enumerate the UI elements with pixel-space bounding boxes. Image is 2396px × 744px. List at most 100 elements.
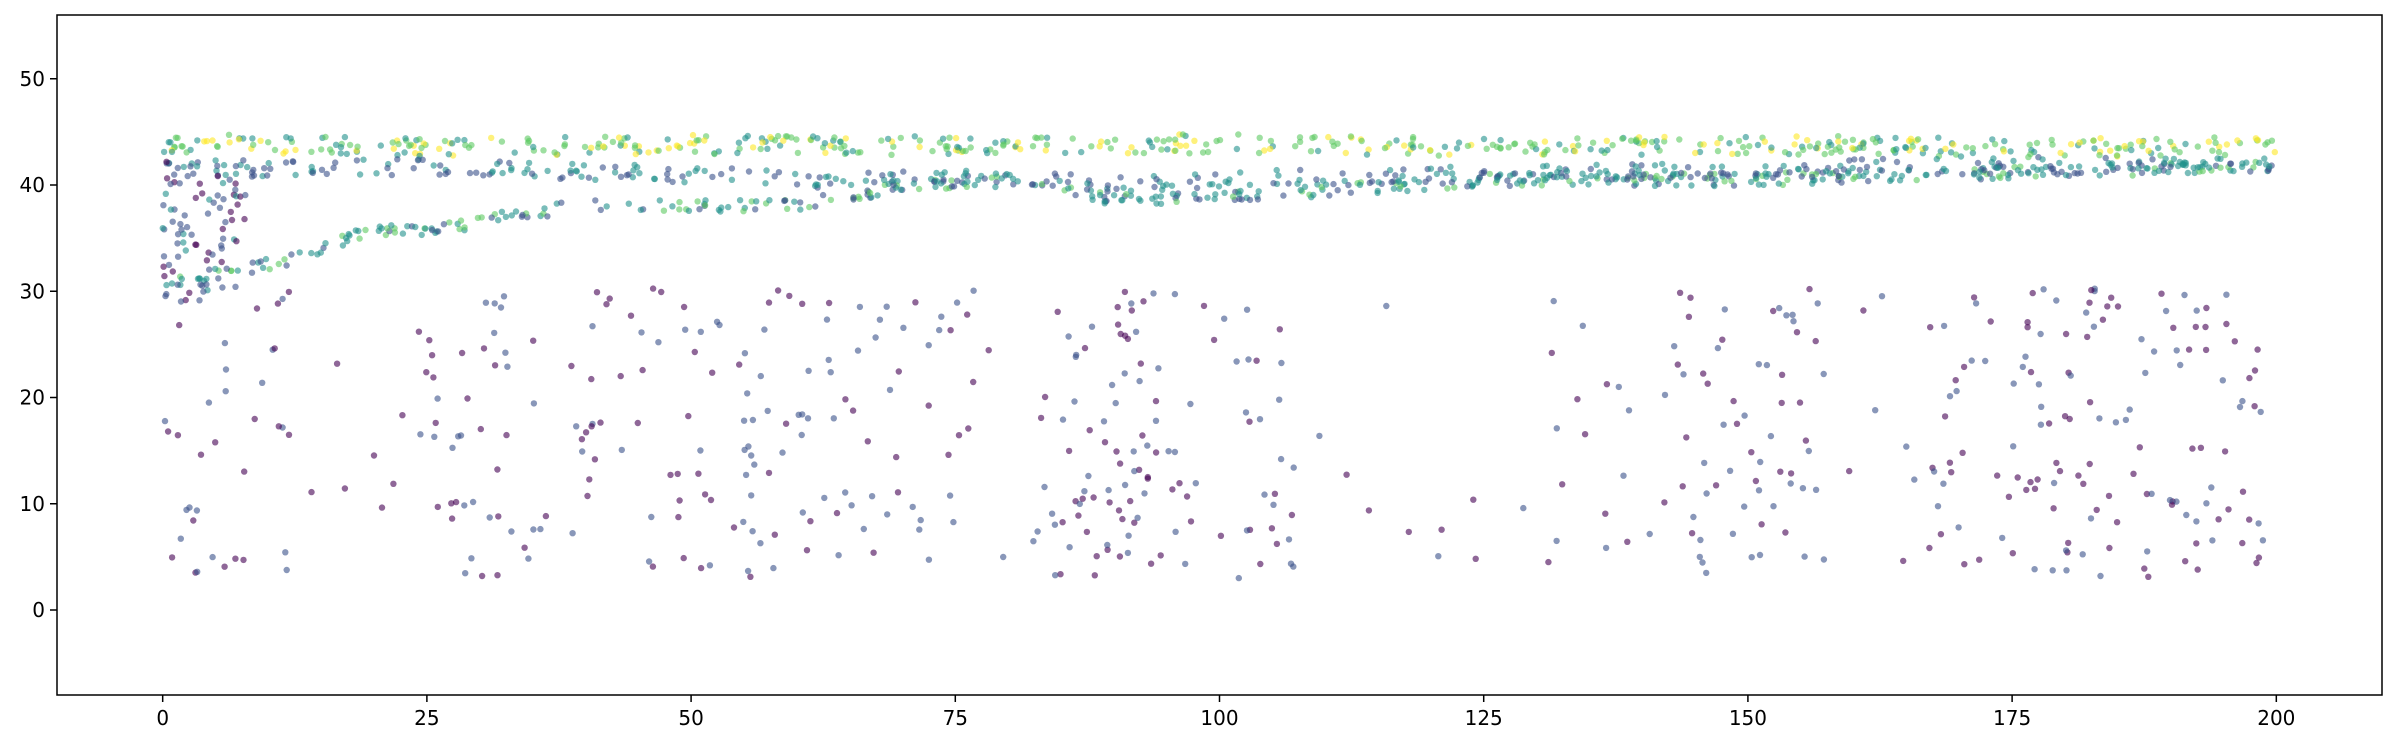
scatter-point [253, 305, 261, 312]
scatter-point [1540, 151, 1548, 158]
scatter-point [1451, 184, 1458, 191]
scatter-point [757, 145, 764, 153]
scatter-point [1191, 190, 1198, 198]
x-axis: 0 25 50 75 100 125 150 175 200 [156, 695, 2295, 730]
scatter-point [1164, 146, 1171, 153]
scatter-point [1469, 182, 1476, 189]
scatter-point [1778, 399, 1785, 407]
scatter-point [2026, 141, 2033, 148]
scatter-point [1152, 417, 1160, 424]
scatter-point [887, 171, 894, 178]
scatter-point [1569, 142, 1577, 150]
scatter-point [2061, 413, 2069, 420]
scatter-point [519, 211, 526, 219]
scatter-point [2230, 167, 2237, 175]
scatter-point [1415, 178, 1423, 186]
scatter-point [893, 453, 900, 461]
scatter-point [1381, 144, 1389, 152]
scatter-point [283, 262, 290, 269]
scatter-point [948, 183, 956, 190]
scatter-point [1878, 293, 1886, 300]
scatter-point [448, 500, 455, 507]
scatter-point [965, 425, 972, 432]
scatter-point [1860, 140, 1867, 147]
scatter-point [1085, 472, 1092, 480]
scatter-point [180, 239, 187, 246]
scatter-point [992, 170, 1000, 177]
scatter-point [1986, 170, 1994, 177]
scatter-point [573, 423, 580, 430]
scatter-point [1014, 178, 1021, 185]
scatter-point [2050, 505, 2057, 512]
scatter-point [362, 226, 369, 234]
scatter-point [264, 172, 271, 179]
scatter-point [232, 180, 239, 187]
scatter-point [751, 461, 758, 468]
scatter-point [2182, 140, 2189, 148]
scatter-point [674, 470, 681, 478]
scatter-point [1646, 530, 1653, 538]
scatter-point [1778, 371, 1786, 378]
scatter-point [223, 265, 230, 272]
scatter-point [1427, 165, 1435, 172]
y-tick-label: 40 [20, 173, 45, 197]
scatter-point [1124, 335, 1132, 343]
scatter-point [214, 143, 221, 150]
scatter-point [1186, 150, 1193, 157]
scatter-point [1550, 297, 1557, 305]
scatter-point [740, 417, 748, 424]
scatter-point [1405, 528, 1413, 536]
scatter-point [2205, 138, 2212, 145]
scatter-point [498, 138, 506, 145]
scatter-point [1121, 370, 1128, 377]
scatter-point [784, 133, 791, 140]
scatter-point [2106, 544, 2113, 552]
scatter-point [676, 206, 683, 213]
scatter-point [993, 178, 1000, 186]
scatter-point [1267, 137, 1275, 145]
scatter-point [850, 194, 857, 201]
scatter-point [418, 231, 425, 239]
scatter-point [1307, 148, 1315, 155]
scatter-point [2084, 333, 2091, 341]
scatter-point [1404, 187, 1411, 195]
scatter-point [279, 295, 286, 303]
scatter-point [1772, 171, 1780, 178]
scatter-point [1182, 142, 1190, 149]
scatter-point [2032, 173, 2039, 180]
scatter-point [866, 189, 874, 197]
scatter-point [1330, 180, 1337, 188]
scatter-point [798, 431, 805, 439]
scatter-point [2076, 139, 2083, 146]
scatter-point [1003, 170, 1010, 178]
scatter-point [1534, 177, 1542, 184]
scatter-point [390, 145, 397, 152]
scatter-point [929, 147, 936, 155]
scatter-point [1948, 469, 1955, 476]
scatter-point [1526, 169, 1533, 177]
scatter-point [1275, 172, 1282, 179]
scatter-point [634, 419, 641, 427]
scatter-point [2087, 515, 2095, 522]
scatter-point [559, 174, 566, 181]
scatter-point [429, 226, 436, 234]
scatter-point [462, 141, 469, 149]
scatter-point [1748, 449, 1755, 456]
scatter-point [1078, 148, 1085, 156]
scatter-point [1054, 308, 1061, 315]
scatter-point [215, 275, 222, 282]
scatter-point [285, 288, 293, 296]
scatter-point [214, 192, 221, 199]
scatter-point [2024, 319, 2031, 326]
scatter-point [1556, 141, 1563, 148]
scatter-point [172, 134, 180, 141]
scatter-point [912, 299, 919, 306]
scatter-point [1296, 134, 1304, 141]
scatter-point [812, 203, 819, 210]
scatter-point [521, 169, 528, 177]
scatter-point [373, 170, 380, 177]
scatter-point [1131, 519, 1138, 526]
scatter-point [174, 240, 181, 247]
scatter-point [1747, 178, 1755, 186]
scatter-point [1760, 181, 1767, 189]
